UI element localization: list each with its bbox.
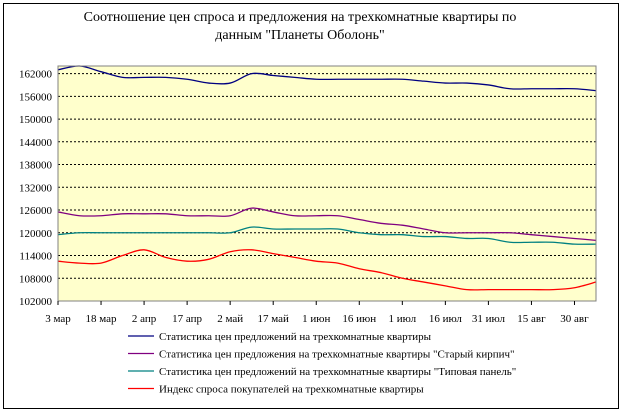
x-tick-label: 1 июл xyxy=(389,313,417,325)
series-offer-all-line xyxy=(57,65,597,92)
chart-title-line: данным "Планеты Оболонь" xyxy=(215,28,385,43)
series-offer-all-legend-label: Статистика цен предложений на трехкомнат… xyxy=(159,331,432,343)
x-tick-label: 2 апр xyxy=(132,313,157,325)
y-tick-label: 156000 xyxy=(19,91,53,103)
x-tick-label: 31 июл xyxy=(472,313,506,325)
y-tick-label: 162000 xyxy=(19,69,53,81)
x-tick-label: 1 июн xyxy=(302,313,330,325)
x-tick-label: 17 апр xyxy=(172,313,202,325)
y-tick-label: 102000 xyxy=(19,296,53,308)
series-offer-old-brick-line xyxy=(57,207,597,241)
x-tick-label: 15 авг xyxy=(517,313,546,325)
x-tick-label: 17 май xyxy=(257,313,289,325)
y-tick-label: 126000 xyxy=(19,205,53,217)
x-tick-label: 18 мар xyxy=(86,313,118,325)
y-tick-label: 150000 xyxy=(19,114,53,126)
plot-background xyxy=(58,66,596,301)
y-tick-label: 114000 xyxy=(19,251,52,263)
y-tick-label: 108000 xyxy=(19,273,53,285)
y-tick-label: 144000 xyxy=(19,137,53,149)
chart-title: Соотношение цен спроса и предложения на … xyxy=(60,9,540,45)
y-tick-label: 120000 xyxy=(19,228,53,240)
x-tick-label: 3 мар xyxy=(45,313,71,325)
x-tick-label: 2 май xyxy=(217,313,243,325)
y-tick-label: 138000 xyxy=(19,160,53,172)
x-tick-label: 16 июл xyxy=(429,313,463,325)
x-tick-label: 30 авг xyxy=(560,313,589,325)
series-offer-standard-panel-legend-label: Статистика цен предложений на трехкомнат… xyxy=(159,366,516,378)
y-tick-label: 132000 xyxy=(19,182,53,194)
series-offer-standard-panel-line xyxy=(57,226,597,245)
series-demand-index-line xyxy=(57,249,597,291)
chart-title-line: Соотношение цен спроса и предложения на … xyxy=(83,10,517,25)
plot-border xyxy=(57,65,597,302)
series-offer-old-brick-legend-label: Статистика цен предложения на трехкомнат… xyxy=(159,349,515,361)
series-demand-index-legend-label: Индекс спроса покупателей на трехкомнатн… xyxy=(159,384,424,396)
x-tick-label: 16 июн xyxy=(342,313,376,325)
